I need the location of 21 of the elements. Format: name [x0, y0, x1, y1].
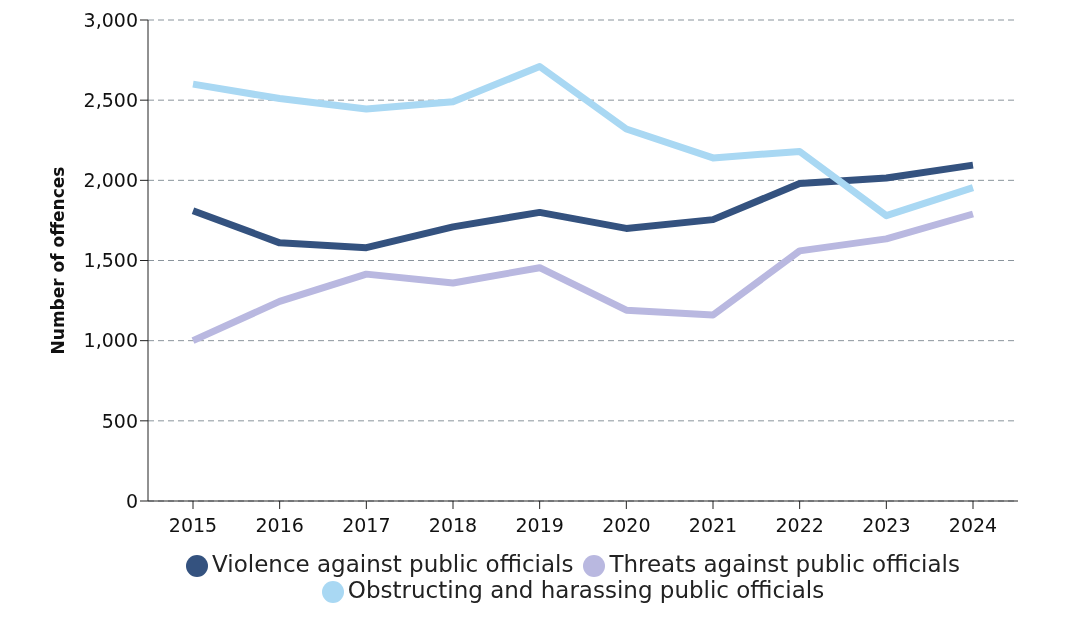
- y-tick-label: 1,000: [83, 329, 138, 352]
- y-tick-label: 3,000: [83, 8, 138, 31]
- x-tick-label: 2018: [428, 514, 478, 537]
- y-tick-label: 2,000: [83, 169, 138, 192]
- x-tick-label: 2016: [255, 514, 304, 537]
- x-tick-label: 2021: [688, 514, 738, 537]
- x-tick-label: 2024: [948, 514, 998, 537]
- x-tick-label: 2017: [342, 514, 391, 537]
- y-tick-label: 1,500: [83, 249, 138, 272]
- x-tick-label: 2022: [775, 514, 824, 537]
- legend-label: Obstructing and harassing public officials: [347, 577, 825, 603]
- y-tick-label: 0: [125, 489, 138, 512]
- x-tick-label: 2015: [168, 514, 218, 537]
- x-tick-label: 2020: [602, 514, 651, 537]
- y-axis-title: Number of offences: [48, 166, 69, 355]
- legend-label: Violence against public officials: [212, 551, 574, 577]
- y-tick-label: 500: [101, 409, 138, 432]
- legend-label: Threats against public officials: [609, 551, 960, 577]
- y-tick-label: 2,500: [83, 88, 138, 111]
- x-tick-label: 2019: [515, 514, 564, 537]
- x-tick-label: 2023: [862, 514, 911, 537]
